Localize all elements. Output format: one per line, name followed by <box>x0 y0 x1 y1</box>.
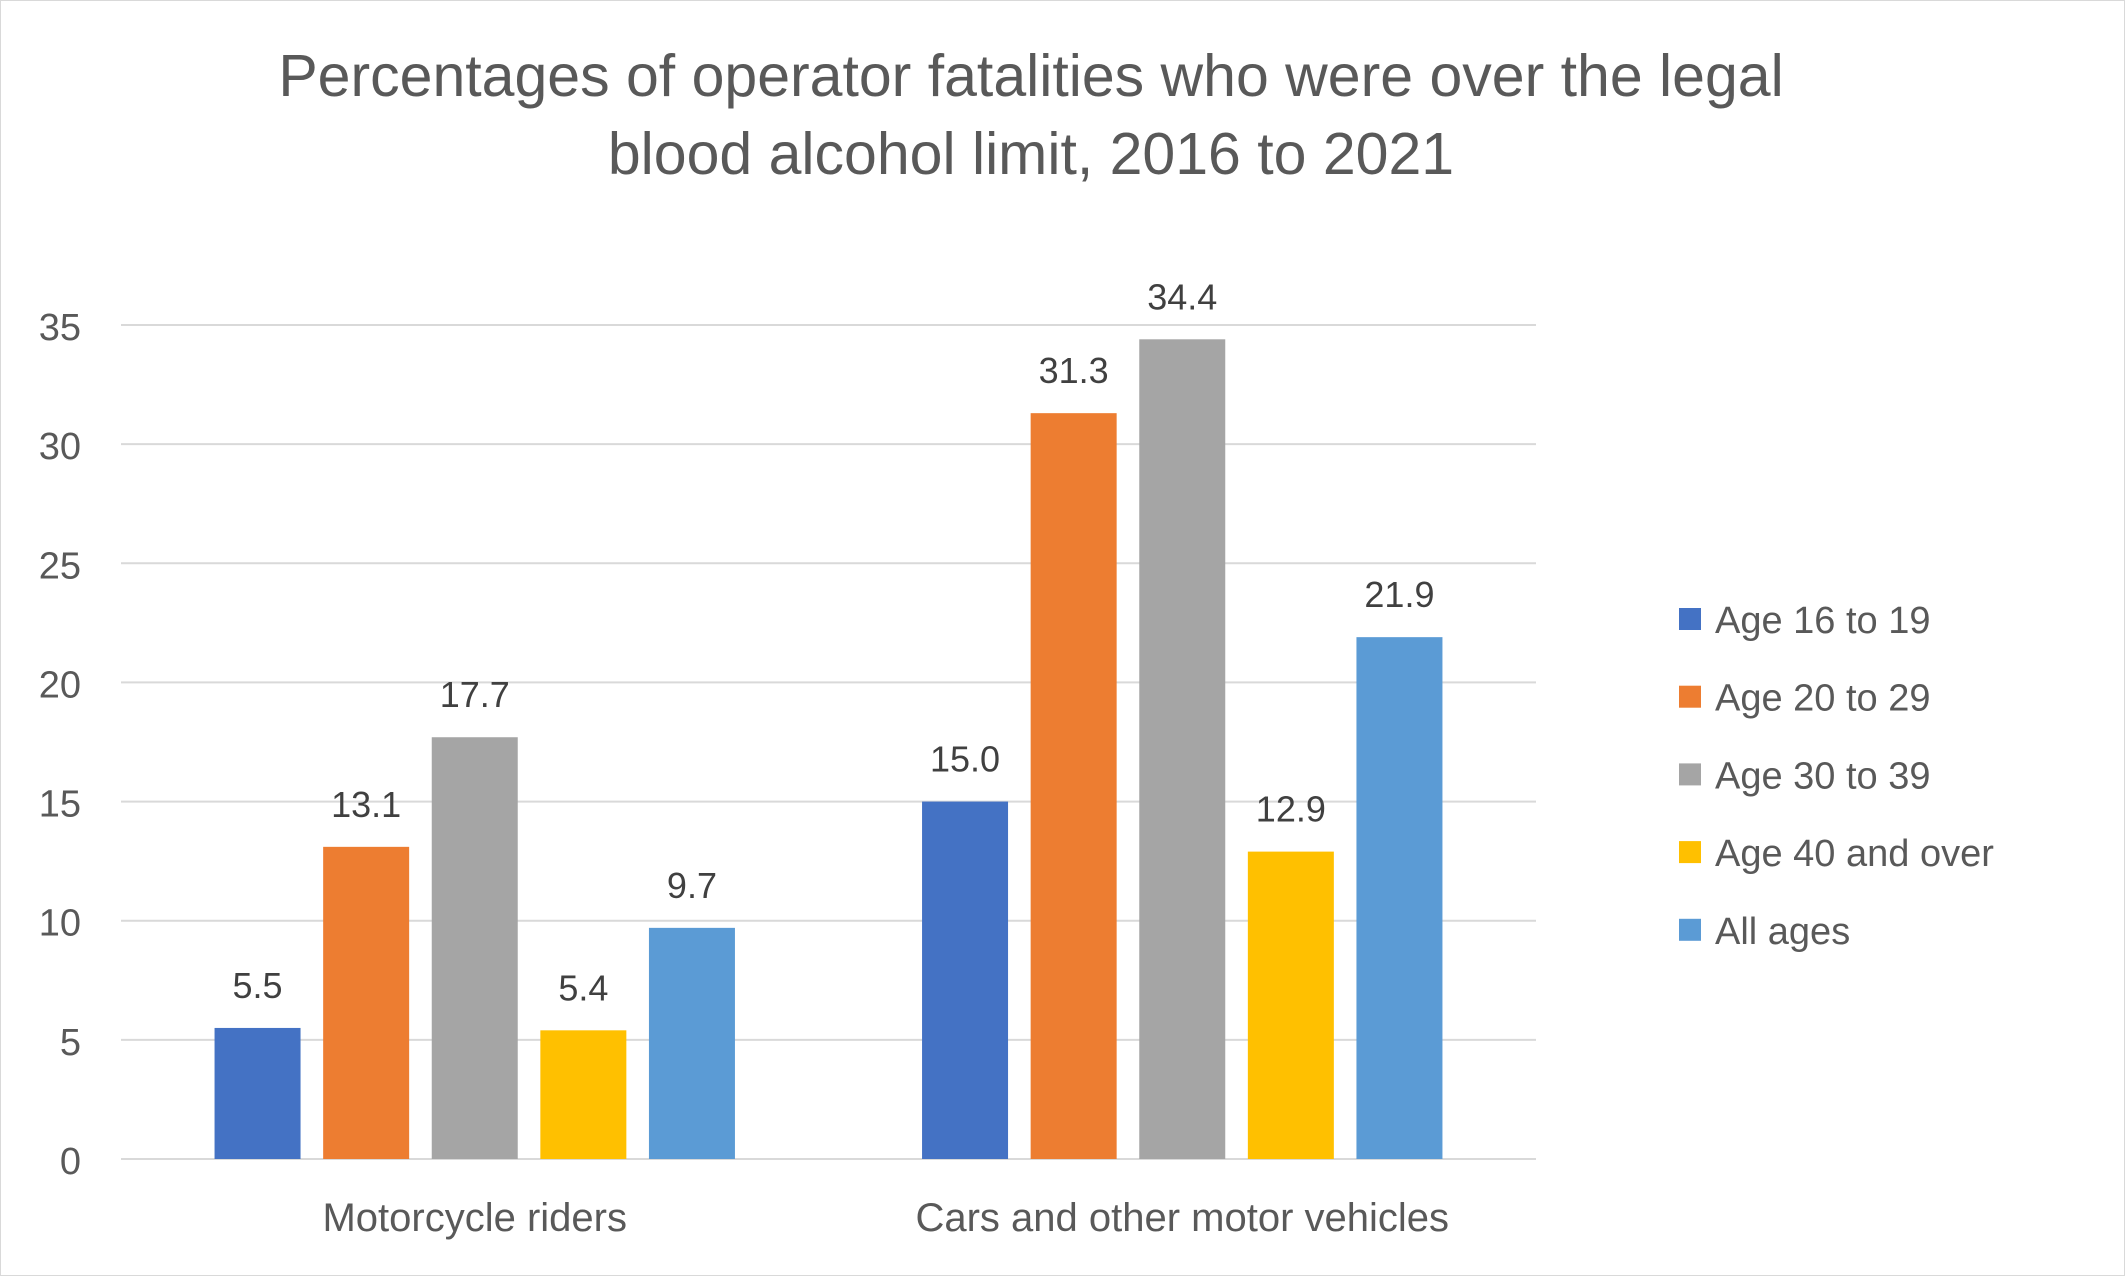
bar <box>214 1027 301 1159</box>
bar <box>323 846 410 1159</box>
data-label: 15.0 <box>930 739 1000 780</box>
legend-swatch <box>1679 763 1701 786</box>
y-axis-ticks: 0 5 10 15 20 25 30 35 <box>39 307 81 1183</box>
data-labels: 5.5 13.1 17.7 5.4 9.7 15.0 31.3 34.4 12.9 21.9 <box>233 276 1435 1008</box>
y-tick-label: 5 <box>60 1022 81 1064</box>
bar <box>431 737 518 1159</box>
legend-swatch <box>1679 841 1701 864</box>
legend-swatch <box>1679 685 1701 708</box>
data-label: 21.9 <box>1364 574 1434 615</box>
bar <box>1247 851 1334 1159</box>
y-tick-label: 25 <box>39 545 81 587</box>
legend-label: Age 30 to 39 <box>1715 755 1931 797</box>
data-label: 17.7 <box>440 674 510 715</box>
bar <box>1139 339 1226 1160</box>
legend-label: All ages <box>1715 911 1850 953</box>
data-label: 5.4 <box>558 967 608 1008</box>
legend-label: Age 16 to 19 <box>1715 600 1931 642</box>
bar <box>1030 413 1117 1159</box>
y-tick-label: 10 <box>39 903 81 945</box>
data-label: 12.9 <box>1256 789 1326 830</box>
x-tick-label: Cars and other motor vehicles <box>915 1196 1449 1240</box>
y-tick-label: 30 <box>39 426 81 468</box>
legend-label: Age 40 and over <box>1715 833 1994 875</box>
bar <box>540 1030 627 1159</box>
legend-label: Age 20 to 29 <box>1715 678 1931 720</box>
x-axis-ticks: Motorcycle riders Cars and other motor ve… <box>322 1196 1449 1240</box>
legend: Age 16 to 19 Age 20 to 29 Age 30 to 39 Age … <box>1679 600 1994 953</box>
data-label: 13.1 <box>331 784 401 825</box>
data-label: 5.5 <box>233 965 283 1006</box>
y-tick-label: 20 <box>39 664 81 706</box>
data-label: 31.3 <box>1039 350 1109 391</box>
chart-title: Percentages of operator fatalities who w… <box>278 43 1784 187</box>
bar <box>1356 637 1443 1159</box>
bar <box>648 927 735 1159</box>
data-label: 9.7 <box>667 865 717 906</box>
gridlines <box>121 324 1536 1160</box>
bar <box>922 801 1009 1159</box>
x-tick-label: Motorcycle riders <box>322 1196 627 1240</box>
y-tick-label: 0 <box>60 1141 81 1183</box>
data-label: 34.4 <box>1147 276 1217 317</box>
y-tick-label: 15 <box>39 784 81 826</box>
legend-swatch <box>1679 918 1701 941</box>
y-tick-label: 35 <box>39 307 81 349</box>
bars <box>214 339 1443 1160</box>
legend-swatch <box>1679 608 1701 630</box>
